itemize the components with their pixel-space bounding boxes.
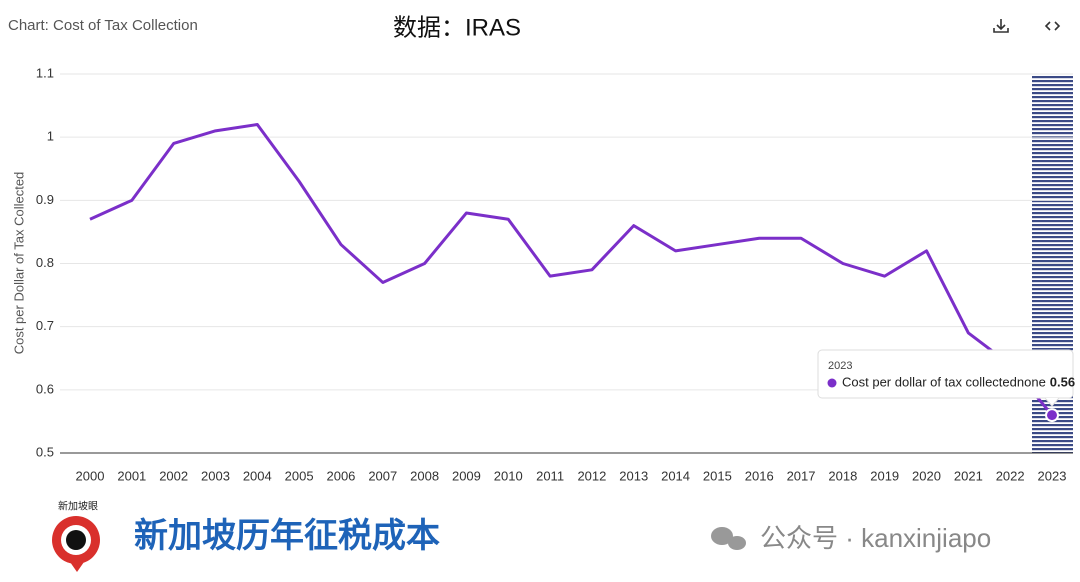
x-tick-label: 2020 <box>912 468 941 483</box>
x-tick-label: 2000 <box>76 468 105 483</box>
x-tick-label: 2010 <box>494 468 523 483</box>
x-tick-label: 2016 <box>745 468 774 483</box>
x-tick-label: 2022 <box>996 468 1025 483</box>
x-tick-label: 2017 <box>787 468 816 483</box>
x-tick-label: 2006 <box>326 468 355 483</box>
chart-title: Chart: Cost of Tax Collection <box>8 17 198 34</box>
logo: 新加坡眼 <box>52 500 100 572</box>
download-icon[interactable] <box>993 19 1009 33</box>
embed-icon[interactable] <box>1044 21 1061 31</box>
x-tick-label: 2019 <box>870 468 899 483</box>
x-tick-label: 2014 <box>661 468 690 483</box>
watermark: 公众号 · kanxinjiapo <box>760 523 991 553</box>
x-tick-label: 2008 <box>410 468 439 483</box>
x-tick-label: 2015 <box>703 468 732 483</box>
x-tick-label: 2003 <box>201 468 230 483</box>
x-tick-label: 2005 <box>285 468 314 483</box>
x-tick-label: 2021 <box>954 468 983 483</box>
caption: 新加坡历年征税成本 <box>134 517 440 555</box>
tooltip-colon: none <box>1017 374 1046 389</box>
x-tick-label: 2011 <box>536 468 564 483</box>
wechat-icon <box>711 527 746 550</box>
active-point <box>1045 408 1059 423</box>
y-axis-label: Cost per Dollar of Tax Collected <box>11 172 26 355</box>
data-line <box>89 123 1054 417</box>
tooltip-pointer <box>1044 397 1060 407</box>
y-tick-label: 0.9 <box>36 192 54 207</box>
x-tick-label: 2009 <box>452 468 481 483</box>
y-tick-label: 0.7 <box>36 318 54 333</box>
y-tick-label: 0.8 <box>36 255 54 270</box>
y-tick-label: 1.1 <box>36 65 54 80</box>
tooltip-title: 2023 <box>828 360 852 372</box>
logo-text: 新加坡眼 <box>58 500 98 513</box>
x-tick-label: 2002 <box>159 468 188 483</box>
x-tick-label: 2013 <box>619 468 648 483</box>
tooltip-name: Cost per dollar of tax collected <box>842 374 1017 389</box>
x-tick-label: 2023 <box>1038 468 1067 483</box>
x-tick-label: 2001 <box>117 468 146 483</box>
x-tick-label: 2007 <box>368 468 397 483</box>
source-label: 数据：IRAS <box>393 14 521 41</box>
tooltip-box <box>817 349 1074 399</box>
x-tick-label: 2012 <box>577 468 606 483</box>
y-tick-label: 1 <box>47 129 54 144</box>
y-tick-label: 0.6 <box>36 381 54 396</box>
tooltip-value: 0.56 <box>1050 374 1075 389</box>
x-tick-label: 2018 <box>828 468 857 483</box>
x-tick-label: 2004 <box>243 468 272 483</box>
plot-area: 0.5 0.6 0.7 0.8 0.9 1 1.1 2000 2001 2002 2003 2004 2… <box>36 65 1075 483</box>
tooltip-swatch <box>827 378 837 388</box>
y-tick-label: 0.5 <box>36 444 54 459</box>
